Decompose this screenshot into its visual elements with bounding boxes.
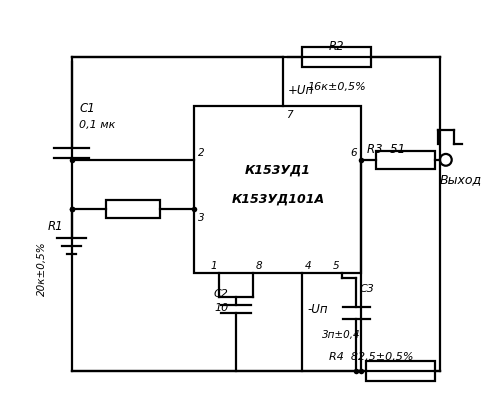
- Text: 6: 6: [351, 147, 357, 157]
- Text: 2: 2: [198, 147, 205, 157]
- Text: 0,1 мк: 0,1 мк: [80, 119, 116, 129]
- Text: С3: С3: [359, 283, 374, 293]
- Text: R3  51: R3 51: [367, 142, 405, 156]
- Text: С2: С2: [214, 288, 229, 298]
- Text: 8: 8: [255, 260, 262, 270]
- Text: С1: С1: [80, 102, 95, 115]
- Text: 3п±0,4: 3п±0,4: [322, 329, 361, 339]
- Text: R1: R1: [48, 219, 64, 232]
- Bar: [376, 152, 435, 169]
- Text: -Uп: -Uп: [307, 303, 328, 316]
- Text: 16к±0,5%: 16к±0,5%: [307, 82, 366, 92]
- Text: К153УД1: К153УД1: [245, 164, 311, 176]
- Text: +Uп: +Uп: [288, 84, 314, 97]
- Text: 1: 1: [210, 260, 217, 270]
- Text: R4  82,5±0,5%: R4 82,5±0,5%: [329, 351, 413, 361]
- Bar: [194, 107, 361, 273]
- Text: 4: 4: [304, 260, 311, 270]
- Text: R2: R2: [329, 40, 345, 52]
- Bar: [106, 201, 160, 218]
- Bar: [302, 48, 371, 67]
- Bar: [366, 361, 435, 381]
- Text: 5: 5: [333, 260, 340, 270]
- Text: 20к±0,5%: 20к±0,5%: [37, 241, 47, 295]
- Text: 10: 10: [214, 303, 228, 313]
- Text: 7: 7: [286, 109, 292, 119]
- Text: 3: 3: [198, 212, 205, 222]
- Text: Выход: Выход: [440, 172, 482, 185]
- Text: К153УД101А: К153УД101А: [231, 192, 325, 205]
